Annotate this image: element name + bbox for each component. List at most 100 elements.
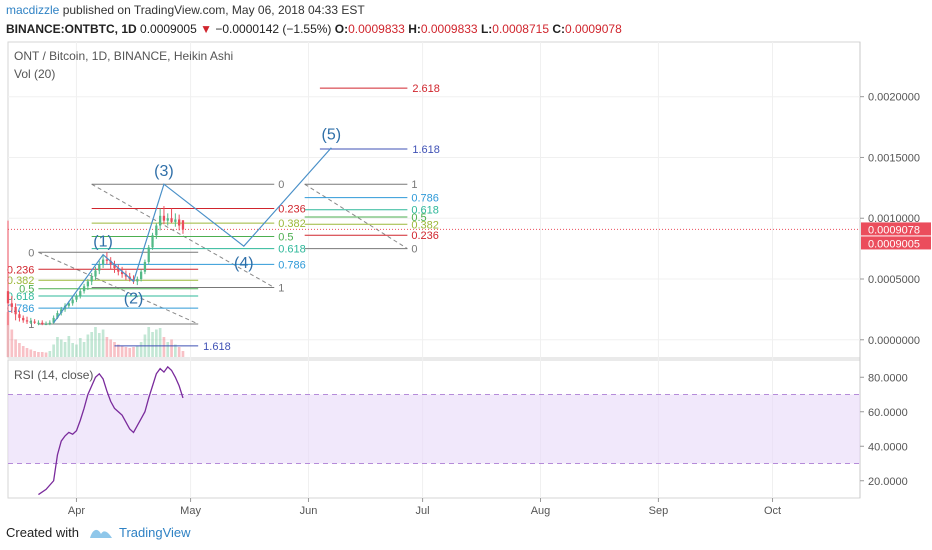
candle-body [143,261,147,272]
volume-bar [158,328,162,357]
volume-bar [10,329,14,357]
tradingview-brand-link[interactable]: TradingView [118,525,191,540]
candle-body [33,321,36,323]
volume-bar [37,352,40,357]
volume-bar [56,337,59,357]
elliott-wave-label: (4) [234,255,254,272]
symbol-label: BINANCE:ONTBTC, 1D [6,22,137,36]
low-value: 0.0008715 [492,22,549,36]
candle-body [170,218,173,222]
candle-body [109,260,112,265]
volume-bar [71,343,74,357]
rsi-band [8,394,860,464]
elliott-wave-label: (5) [322,127,342,144]
x-tick-label: May [180,505,201,517]
volume-bar [33,351,36,357]
candle-body [18,314,21,318]
high-value: 0.0009833 [420,22,478,36]
volume-bar [181,351,185,357]
candle-body [29,321,32,323]
volume-bar [82,342,86,357]
volume-bar [67,336,71,357]
candle-body [151,235,154,248]
published-text: published on TradingView.com, May 06, 20… [62,3,365,17]
candle-body [101,259,105,265]
down-arrow-icon: ▼ [200,22,212,36]
volume-bar [44,352,48,357]
candle-body [41,322,44,324]
candle-body [75,296,78,300]
chart-canvas[interactable]: Apr May Jun Jul Aug Sep Oct 0.0020000 0.0015000 0… [0,40,932,518]
fib-extension-label: 2.618 [412,83,440,95]
rsi-tick-label: 20.0000 [868,476,908,488]
candle-body [139,271,143,279]
volume-bar [78,338,82,357]
volume-bar [29,349,33,357]
fib-trend-line [38,251,199,325]
volume-bar [132,347,135,357]
y-tick-label: 0.0010000 [868,213,920,225]
volume-bar [105,337,109,357]
candle-body [174,219,177,222]
candle-body [48,322,51,324]
close-value: 0.0009078 [565,22,622,36]
x-tick-label: Sep [649,505,669,517]
main-legend-title: ONT / Bitcoin, 1D, BINANCE, Heikin Ashi [14,49,234,63]
fib-level-label: 0.618 [411,205,439,217]
fib-level-label: 1 [28,319,34,331]
volume-bar [97,333,101,357]
fib-level-label: 0.618 [7,291,35,303]
chart-frame[interactable]: Apr May Jun Jul Aug Sep Oct 0.0020000 0.0015000 0… [0,40,932,518]
footer: Created with TradingView [6,525,191,540]
low-label: L: [480,22,493,36]
volume-bar [113,342,116,357]
fib-level-label: 0.618 [278,244,306,256]
close-label: C: [552,22,566,36]
volume-bar [48,351,52,357]
fib-level-label: 0.786 [7,303,35,315]
tradingview-logo-icon [89,529,112,538]
candle-body [67,303,70,306]
fib-level-label: 0 [278,179,284,191]
last-price: 0.0009005 [140,22,197,36]
elliott-wave-label: (3) [154,163,174,180]
x-tick-label: Apr [68,505,85,517]
x-tick-label: Jun [300,505,318,517]
volume-bar [135,346,139,357]
volume-bar [59,339,63,357]
fib-level-label: 0 [28,247,34,259]
rsi-tick-label: 60.0000 [868,407,908,419]
candle-body [98,264,101,271]
fib-level-label: 0.5 [411,212,426,224]
candle-body [159,215,162,226]
candle-body [147,247,150,262]
elliott-wave-label: (2) [124,290,144,307]
x-tick-label: Jul [416,505,430,517]
x-tick-label: Aug [531,505,551,517]
rsi-legend: RSI (14, close) [14,368,94,382]
volume-bar [86,334,90,357]
fib-level-label: 1 [411,179,417,191]
candle-body [86,281,90,287]
volume-bar [21,346,25,357]
price-tag-box [861,222,931,236]
volume-bar [177,347,181,357]
volume-bar [170,339,173,357]
price-tag-label: 0.0009078 [868,224,920,236]
candle-body [181,220,185,230]
ohlc-line: BINANCE:ONTBTC, 1D 0.0009005 ▼ −0.000014… [6,22,622,36]
y-tick-label: 0.0015000 [868,152,920,164]
open-value: 0.0009833 [348,22,405,36]
candle-body [90,276,93,282]
y-tick-label: 0.0020000 [868,92,920,104]
candle-body [162,215,166,221]
volume-bar [18,343,21,357]
publisher-user-link[interactable]: macdizzle [6,3,60,17]
candle-body [52,317,55,323]
volume-bar [166,342,170,357]
candle-body [25,320,29,322]
candle-body [14,306,17,315]
volume-bar [52,344,55,357]
fib-level-label: 1 [278,283,284,295]
elliott-wave-label: (1) [93,234,113,251]
